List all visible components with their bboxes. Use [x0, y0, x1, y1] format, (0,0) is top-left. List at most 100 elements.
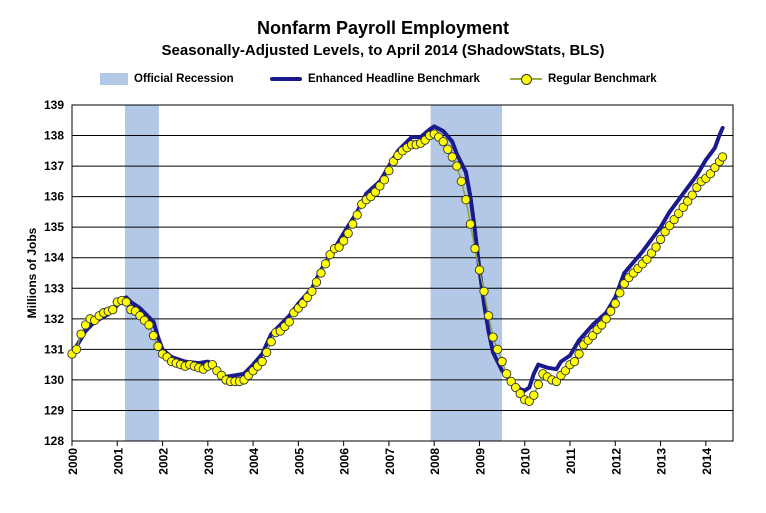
series-point-regular	[80, 320, 91, 330]
series-point-regular	[257, 356, 267, 367]
series-point-regular	[597, 320, 607, 330]
x-tick-label: 2007	[383, 448, 397, 475]
x-tick-label: 2010	[519, 448, 533, 475]
series-point-regular	[438, 137, 448, 147]
series-point-regular	[121, 297, 131, 307]
series-point-regular	[456, 176, 467, 187]
series-point-regular	[388, 156, 399, 167]
recession-band	[124, 105, 159, 441]
series-point-regular	[352, 210, 362, 220]
y-tick-label: 136	[44, 190, 64, 204]
series-point-regular	[284, 317, 294, 327]
series-point-regular	[551, 376, 562, 387]
series-point-regular	[642, 254, 652, 264]
series-point-regular	[343, 228, 353, 238]
series-point-regular	[683, 196, 693, 206]
legend-label-enhanced: Enhanced Headline Benchmark	[308, 73, 480, 85]
x-tick-label: 2006	[338, 448, 352, 475]
series-point-regular	[674, 208, 684, 219]
y-tick-label: 129	[44, 403, 64, 417]
x-tick-label: 2001	[111, 448, 125, 475]
series-point-regular	[207, 359, 217, 370]
x-tick-label: 2011	[564, 448, 578, 474]
series-point-regular	[492, 344, 503, 355]
series-point-regular	[588, 330, 598, 341]
chart-legend: Official Recession Enhanced Headline Ben…	[0, 73, 766, 91]
series-point-regular	[501, 369, 512, 379]
chart-title: Nonfarm Payroll Employment	[256, 18, 510, 38]
series-point-regular	[461, 195, 471, 205]
x-tick-label: 2002	[157, 448, 171, 475]
series-point-regular	[669, 214, 679, 225]
y-tick-label: 132	[44, 312, 64, 326]
series-point-regular	[144, 320, 154, 330]
series-point-regular	[262, 347, 272, 358]
series-point-regular	[452, 161, 462, 171]
legend-item-enhanced: Enhanced Headline Benchmark	[270, 73, 480, 85]
x-tick-label: 2008	[428, 448, 442, 475]
series-point-regular	[338, 236, 349, 246]
series-point-regular	[533, 379, 543, 390]
series-point-regular	[375, 181, 385, 191]
legend-label-recession: Official Recession	[134, 73, 234, 85]
series-point-regular	[651, 242, 661, 252]
series-point-regular	[664, 221, 675, 231]
chart-subtitle: Seasonally-Adjusted Levels, to April 201…	[161, 42, 605, 59]
series-point-regular	[655, 234, 666, 245]
series-point-regular	[717, 152, 728, 162]
series-point-regular	[569, 356, 580, 367]
x-tick-label: 2003	[202, 448, 216, 475]
series-point-regular	[678, 202, 688, 212]
x-tick-label: 2000	[66, 448, 80, 475]
series-point-regular	[348, 219, 358, 229]
legend-item-regular: Regular Benchmark	[510, 73, 657, 85]
x-tick-label: 2012	[609, 448, 623, 475]
series-point-regular	[320, 259, 331, 269]
series-point-regular	[76, 329, 86, 339]
series-point-regular	[298, 298, 308, 309]
series-point-regular	[660, 227, 670, 237]
series-point-regular	[524, 396, 534, 406]
series-point-regular	[71, 344, 82, 355]
series-point-regular	[474, 265, 485, 275]
legend-label-regular: Regular Benchmark	[548, 73, 657, 85]
series-point-regular	[506, 376, 516, 387]
series-point-regular	[334, 242, 344, 252]
series-point-regular	[266, 337, 276, 347]
y-tick-label: 131	[44, 342, 64, 356]
series-point-regular	[687, 190, 697, 200]
series-point-regular	[560, 366, 571, 376]
series-point-regular	[483, 311, 494, 321]
plot-frame	[71, 104, 734, 442]
series-point-regular	[447, 152, 457, 162]
series-point-regular	[307, 286, 317, 296]
legend-item-recession: Official Recession	[100, 73, 234, 85]
series-point-regular	[529, 390, 539, 400]
series-point-regular	[311, 277, 322, 287]
series-point-regular	[511, 382, 521, 393]
x-tick-label: 2005	[292, 448, 306, 475]
series-point-regular	[316, 268, 326, 278]
series-point-regular	[370, 187, 380, 197]
y-tick-label: 128	[44, 434, 64, 448]
y-tick-label: 138	[44, 129, 64, 143]
series-point-regular	[574, 349, 584, 359]
series-point-regular	[646, 248, 657, 258]
series-point-regular	[710, 162, 720, 173]
legend-swatch-enhanced	[270, 77, 302, 81]
series-point-regular	[488, 332, 498, 342]
y-tick-label: 133	[44, 281, 64, 295]
series-point-regular	[379, 175, 390, 185]
y-tick-label: 134	[44, 251, 64, 265]
series-point-regular	[515, 389, 525, 399]
x-tick-label: 2004	[247, 448, 261, 475]
y-tick-label: 130	[44, 373, 64, 387]
series-point-regular	[148, 330, 159, 341]
series-point-regular	[153, 341, 163, 351]
series-point-regular	[615, 288, 625, 298]
legend-swatch-recession	[100, 73, 128, 85]
series-point-regular	[384, 166, 394, 176]
x-tick-label: 2009	[473, 448, 487, 475]
